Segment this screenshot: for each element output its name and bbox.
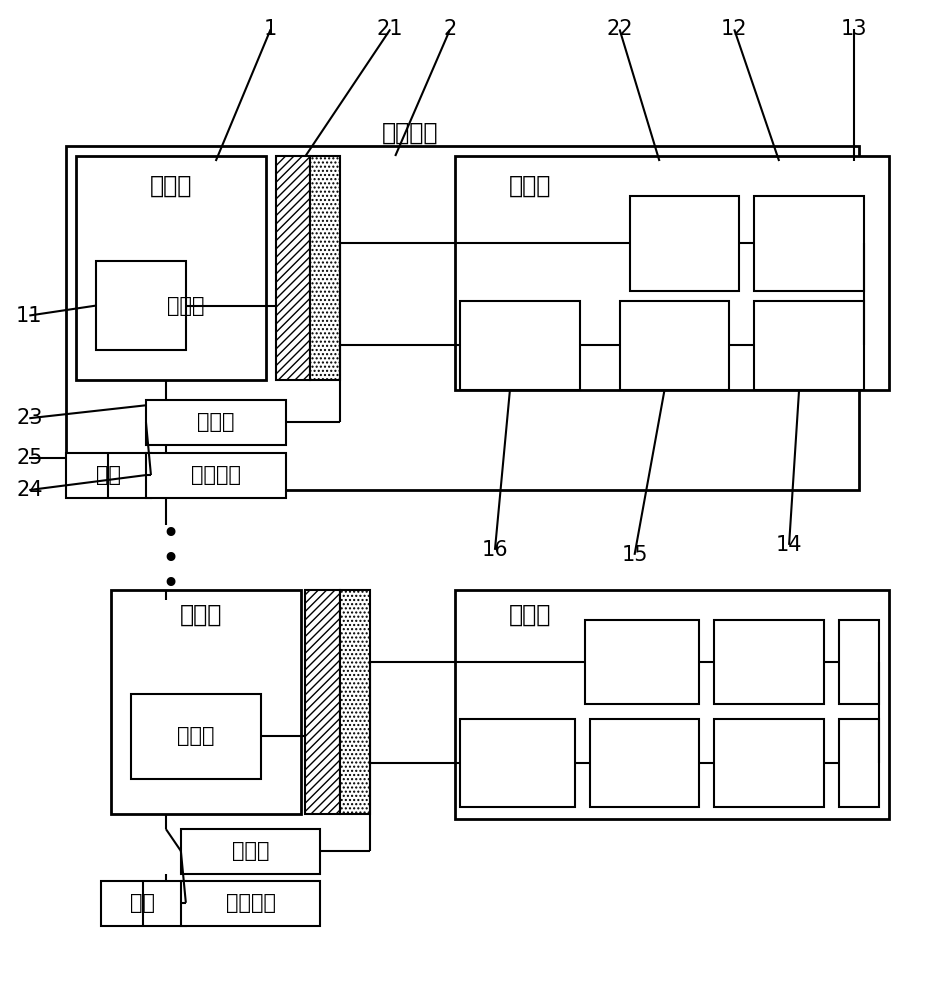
Bar: [455, 156, 889, 390]
Bar: [460, 719, 575, 807]
Bar: [460, 301, 580, 390]
Bar: [111, 590, 300, 814]
Bar: [66, 453, 151, 498]
Text: 通信单板: 通信单板: [382, 121, 439, 145]
Text: 22: 22: [606, 19, 633, 39]
Bar: [180, 881, 320, 926]
Text: 电芯片: 电芯片: [508, 603, 551, 627]
Text: •: •: [162, 520, 180, 549]
Bar: [66, 146, 859, 490]
Text: 14: 14: [776, 535, 803, 555]
Bar: [839, 620, 879, 704]
Text: 开关: 开关: [96, 465, 121, 485]
Bar: [630, 196, 739, 291]
Bar: [590, 719, 699, 807]
Text: 24: 24: [16, 480, 43, 500]
Text: 供电端: 供电端: [197, 412, 235, 432]
Bar: [754, 196, 864, 291]
Bar: [455, 590, 889, 819]
Text: 光模块: 光模块: [150, 174, 192, 198]
Text: 21: 21: [377, 19, 404, 39]
Text: 供电端: 供电端: [232, 841, 270, 861]
Bar: [146, 453, 286, 498]
Text: •: •: [162, 545, 180, 574]
Text: 1: 1: [264, 19, 277, 39]
Bar: [340, 590, 370, 814]
Bar: [306, 590, 340, 814]
Text: 12: 12: [721, 19, 748, 39]
Text: 光器件: 光器件: [177, 726, 215, 746]
Bar: [180, 829, 320, 874]
Bar: [101, 881, 186, 926]
Bar: [584, 620, 699, 704]
Text: •: •: [162, 570, 180, 599]
Bar: [714, 719, 824, 807]
Text: 电芯片: 电芯片: [508, 174, 551, 198]
Text: 23: 23: [16, 408, 43, 428]
Bar: [754, 301, 864, 390]
Bar: [131, 694, 260, 779]
Text: 光器件: 光器件: [167, 296, 204, 316]
Text: 单板电源: 单板电源: [191, 465, 240, 485]
Bar: [714, 620, 824, 704]
Bar: [311, 156, 340, 380]
Text: 25: 25: [16, 448, 43, 468]
Text: 15: 15: [621, 545, 648, 565]
Bar: [146, 400, 286, 445]
Text: 11: 11: [16, 306, 43, 326]
Text: 开关: 开关: [130, 893, 156, 913]
Bar: [276, 156, 311, 380]
Bar: [76, 156, 266, 380]
Text: 光模块: 光模块: [180, 603, 222, 627]
Text: 2: 2: [444, 19, 457, 39]
Bar: [96, 261, 186, 350]
Text: 16: 16: [482, 540, 508, 560]
Text: 13: 13: [841, 19, 867, 39]
Text: 单板电源: 单板电源: [226, 893, 276, 913]
Bar: [619, 301, 730, 390]
Bar: [839, 719, 879, 807]
